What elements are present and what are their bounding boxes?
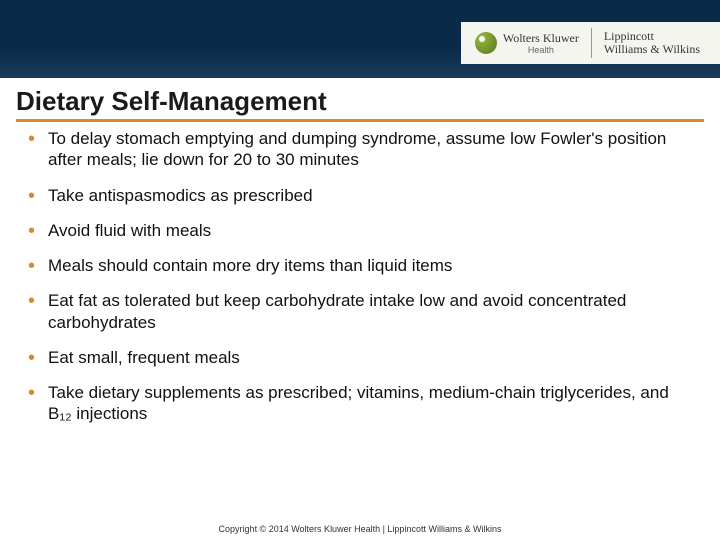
bullet-item: Meals should contain more dry items than… (26, 255, 694, 276)
header-band: Wolters Kluwer Health Lippincott William… (0, 0, 720, 78)
bullet-list: To delay stomach emptying and dumping sy… (26, 128, 694, 425)
brand1-name: Wolters Kluwer (503, 32, 579, 44)
copyright-footer: Copyright © 2014 Wolters Kluwer Health |… (0, 524, 720, 534)
content-area: To delay stomach emptying and dumping sy… (0, 124, 720, 425)
bullet-item: Take dietary supplements as prescribed; … (26, 382, 694, 425)
brand-divider (591, 28, 592, 58)
title-area: Dietary Self-Management (0, 78, 720, 124)
wk-emblem-icon (475, 32, 497, 54)
wolters-kluwer-logo: Wolters Kluwer Health (475, 32, 579, 55)
lippincott-logo: Lippincott Williams & Wilkins (604, 30, 700, 56)
bullet-item: To delay stomach emptying and dumping sy… (26, 128, 694, 171)
bullet-item: Eat small, frequent meals (26, 347, 694, 368)
brand2-line2: Williams & Wilkins (604, 43, 700, 56)
bullet-item: Eat fat as tolerated but keep carbohydra… (26, 290, 694, 333)
bullet-item: Avoid fluid with meals (26, 220, 694, 241)
bullet-item: Take antispasmodics as prescribed (26, 185, 694, 206)
slide-title: Dietary Self-Management (16, 86, 704, 122)
brand-bar: Wolters Kluwer Health Lippincott William… (461, 22, 720, 64)
brand1-sub: Health (503, 46, 579, 55)
